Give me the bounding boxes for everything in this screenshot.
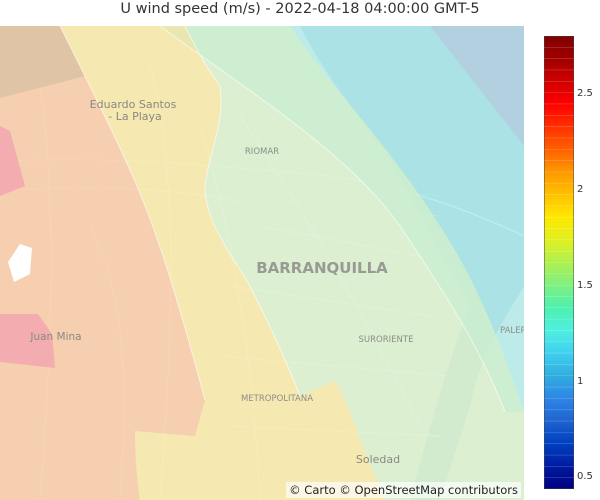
colorbar-tick-label: 1: [577, 375, 584, 387]
colorbar-tick-label: 1.5: [577, 279, 593, 291]
label-la-playa: - La Playa: [108, 110, 162, 123]
zone-cyan: [160, 26, 524, 412]
label-metropolitana: METROPOLITANA: [241, 394, 313, 404]
zone-yellow: [60, 26, 385, 500]
zone-light-green: [185, 26, 524, 500]
zone-blue-gray: [330, 26, 524, 146]
zone-salmon: [0, 26, 205, 500]
zone-tan: [0, 26, 85, 98]
zone-borders: [59, 26, 506, 413]
colorbar-gradient: [544, 36, 574, 489]
label-riomar: RIOMAR: [245, 147, 279, 157]
colorbar-fill: [544, 36, 574, 489]
map-attribution[interactable]: © Carto © OpenStreetMap contributors: [286, 482, 521, 498]
label-juan-mina: Juan Mina: [29, 331, 81, 343]
colorbar-tick-label: 2: [577, 183, 584, 195]
map-view[interactable]: Eduardo Santos - La Playa RIOMAR BARRANQ…: [0, 26, 524, 500]
colorbar-tick-label: 0.5: [577, 471, 593, 483]
zone-pink-south: [0, 314, 55, 368]
chart-title: U wind speed (m/s) - 2022-04-18 04:00:00…: [120, 1, 480, 17]
label-eduardo-santos: Eduardo Santos: [90, 98, 177, 111]
colorbar-tick-label: 2.5: [577, 87, 593, 99]
lagoon: [8, 244, 32, 282]
label-palermo: PALERMO: [500, 326, 524, 336]
colorbar: [544, 36, 574, 489]
label-soledad: Soledad: [356, 453, 400, 466]
label-suroriente: SURORIENTE: [359, 335, 414, 345]
label-barranquilla: BARRANQUILLA: [256, 259, 388, 277]
zone-pink-north: [0, 126, 25, 196]
map-canvas[interactable]: Eduardo Santos - La Playa RIOMAR BARRANQ…: [0, 26, 524, 500]
